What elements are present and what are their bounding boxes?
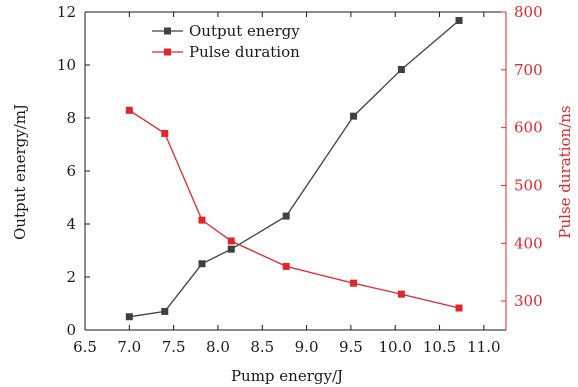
x-tick-label: 7.0 — [117, 338, 141, 356]
x-tick-label: 6.5 — [73, 338, 97, 356]
x-tick-label: 8.5 — [250, 338, 274, 356]
x-axis-title: Pump energy/J — [231, 367, 343, 385]
data-point-output-energy — [227, 245, 235, 253]
data-point-pulse-duration — [125, 106, 133, 114]
y-axis-left-ticks: 0 2 4 6 8 10 12 — [57, 3, 90, 339]
data-point-pulse-duration — [350, 279, 358, 287]
x-tick-label: 7.5 — [162, 338, 186, 356]
data-point-output-energy — [125, 313, 133, 321]
legend-marker-pulse-duration — [164, 48, 171, 56]
y-right-tick-label: 700 — [514, 61, 543, 79]
y-axis-right-ticks: 300 400 500 600 700 800 — [501, 3, 543, 310]
data-point-output-energy — [455, 16, 463, 24]
data-point-pulse-duration — [282, 262, 290, 270]
legend-marker-output-energy — [164, 27, 171, 35]
data-point-pulse-duration — [227, 237, 235, 245]
x-tick-label: 9.5 — [339, 338, 363, 356]
y-axis-left-title: Output energy/mJ — [11, 104, 29, 240]
y-right-tick-label: 800 — [514, 3, 543, 21]
y-tick-label: 4 — [66, 215, 76, 233]
data-point-output-energy — [282, 212, 290, 220]
y-right-tick-label: 300 — [514, 292, 543, 310]
data-point-output-energy — [161, 307, 169, 315]
data-point-output-energy — [350, 112, 358, 120]
data-point-pulse-duration — [198, 216, 206, 224]
data-point-pulse-duration — [455, 304, 463, 312]
legend-label-pulse-duration: Pulse duration — [189, 43, 300, 61]
y-axis-right-title: Pulse duration/ns — [556, 105, 574, 238]
x-axis-ticks: 6.5 7.0 7.5 8.0 8.5 9.0 9.5 10.0 10.5 11.0 — [73, 12, 501, 356]
y-tick-label: 6 — [66, 162, 76, 180]
series-line-output-energy — [129, 20, 460, 318]
data-point-output-energy — [198, 260, 206, 268]
legend: Output energy Pulse duration — [152, 22, 300, 61]
series-layer — [125, 16, 463, 321]
data-point-pulse-duration — [397, 290, 405, 298]
series-line-pulse-duration — [128, 109, 460, 309]
data-point-output-energy — [397, 66, 405, 74]
y-tick-label: 2 — [66, 268, 76, 286]
y-right-tick-label: 600 — [514, 119, 543, 137]
y-tick-label: 10 — [57, 56, 76, 74]
legend-label-output-energy: Output energy — [189, 22, 300, 40]
y-tick-label: 8 — [66, 109, 76, 127]
y-tick-label: 0 — [66, 321, 76, 339]
x-tick-label: 11.0 — [467, 338, 500, 356]
x-tick-label: 8.0 — [206, 338, 230, 356]
y-right-tick-label: 500 — [514, 176, 543, 194]
x-tick-label: 10.0 — [379, 338, 412, 356]
y-right-tick-label: 400 — [514, 234, 543, 252]
x-tick-label: 9.0 — [295, 338, 319, 356]
y-tick-label: 12 — [57, 3, 76, 21]
data-point-pulse-duration — [161, 129, 169, 137]
x-tick-label: 10.5 — [423, 338, 456, 356]
